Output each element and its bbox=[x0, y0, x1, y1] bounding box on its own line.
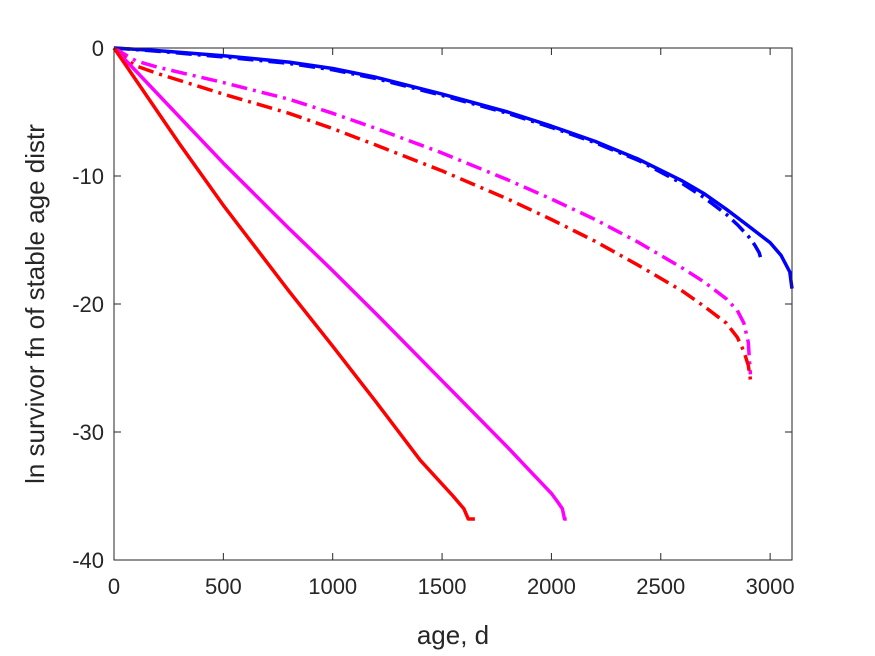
series-line-6 bbox=[112, 47, 475, 521]
ticks-layer: 0 500 1000 1500 2000 2500 3000 0 -10 -20 -30 -40 bbox=[72, 36, 794, 599]
series-layer bbox=[112, 46, 794, 521]
y-tick-label: 0 bbox=[92, 36, 104, 61]
series-line-3 bbox=[113, 46, 753, 375]
x-tick-label: 1000 bbox=[308, 574, 357, 599]
y-tick-label: -30 bbox=[72, 420, 104, 445]
series-line-2 bbox=[113, 46, 764, 261]
x-tick-label: 2500 bbox=[636, 574, 685, 599]
y-tick-label: -10 bbox=[72, 164, 104, 189]
y-tick-label: -20 bbox=[72, 292, 104, 317]
series-line-4 bbox=[112, 46, 753, 380]
x-tick-label: 2000 bbox=[527, 574, 576, 599]
x-tick-label: 1500 bbox=[418, 574, 467, 599]
y-axis-label: ln survivor fn of stable age distr bbox=[20, 124, 50, 484]
x-tick-label: 500 bbox=[205, 574, 242, 599]
series-line-1 bbox=[113, 46, 794, 289]
y-tick-label: -40 bbox=[72, 548, 104, 573]
x-axis-label: age, d bbox=[417, 620, 489, 650]
series-line-5 bbox=[112, 46, 567, 521]
x-tick-label: 3000 bbox=[746, 574, 795, 599]
plot-area bbox=[114, 48, 792, 560]
x-tick-label: 0 bbox=[108, 574, 120, 599]
